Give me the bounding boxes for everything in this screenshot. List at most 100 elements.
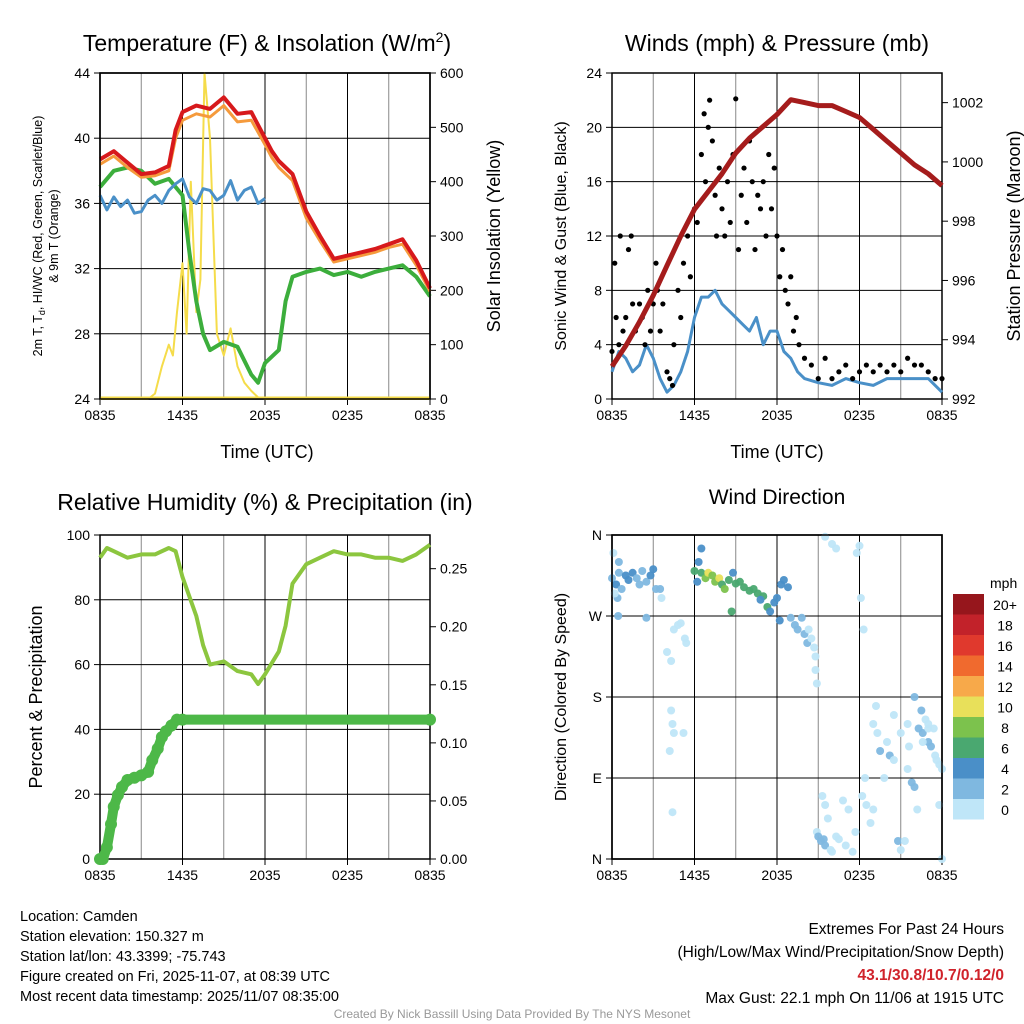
precip-point: [424, 713, 436, 726]
gust-point: [653, 260, 659, 266]
y-tick-label: 40: [74, 721, 90, 737]
series-sonic-wind: [610, 288, 944, 394]
wind-direction-point: [894, 837, 902, 845]
wind-direction-point: [913, 805, 922, 814]
x-tick-label: 0835: [596, 867, 627, 883]
plot-frame: [611, 72, 943, 400]
gust-point: [707, 97, 713, 103]
wind-direction-point: [609, 549, 618, 557]
precip-point: [105, 818, 117, 831]
panel-1: 24 28 32 36 40 44 0 100 200 300 400 500 600 0835 1435 2…: [31, 29, 504, 462]
gust-point: [675, 287, 681, 293]
precip-point: [100, 841, 113, 854]
wind-direction-point: [818, 792, 827, 800]
gust-point: [617, 233, 623, 239]
x-tick-label: 0835: [926, 867, 957, 883]
panel-2: 0 4 8 12 16 20 24 992 994 996 998 1000 1002 0835 1435 2…: [553, 30, 1024, 462]
gust-point: [771, 165, 777, 171]
gust-point: [613, 314, 619, 321]
wind-direction-point: [797, 613, 806, 622]
max-gust-text: Max Gust: 22.1 mph On 11/06 at 1915 UTC: [705, 990, 1004, 1007]
y-tick-label: E: [593, 770, 602, 786]
wind-direction-point: [724, 576, 733, 584]
gust-point: [709, 138, 715, 144]
wind-direction-point: [804, 625, 813, 634]
x-tick-label: 0835: [414, 407, 445, 423]
y2-tick-label: 0.00: [440, 851, 467, 867]
legend-swatch: [953, 758, 984, 779]
wind-direction-point: [869, 720, 878, 728]
gust-point: [757, 206, 764, 212]
y-tick-label: S: [593, 689, 602, 705]
x-tick-label: 0235: [844, 407, 875, 423]
y-tick-label: N: [592, 851, 602, 867]
wind-direction-point: [828, 847, 836, 856]
wind-direction-point: [903, 765, 912, 773]
gust-point: [642, 342, 648, 348]
gust-point: [801, 355, 808, 361]
wind-direction-point: [841, 841, 850, 850]
wind-direction-point: [839, 796, 847, 805]
wind-direction-point: [859, 625, 868, 634]
wind-direction-point: [869, 805, 878, 814]
y-tick-label: 28: [74, 326, 90, 342]
wind-direction-point: [929, 724, 938, 733]
gust-point: [620, 328, 626, 334]
wind-direction-point: [729, 568, 737, 577]
precip-point: [107, 800, 120, 813]
speed-legend: mph 20+ 18 16 14 12 10 8 6 4 2 0: [953, 575, 1017, 820]
elevation-text: Station elevation: 150.327 m: [20, 929, 204, 945]
gust-point: [755, 192, 761, 198]
wind-direction-point: [649, 565, 658, 574]
x-tick-label: 1435: [679, 867, 710, 883]
legend-label: 4: [1001, 761, 1009, 777]
wind-direction-point: [924, 720, 933, 728]
y-axis-label: Sonic Wind & Gust (Blue, Black): [553, 121, 570, 350]
gust-point: [939, 376, 945, 382]
wind-direction-point: [876, 747, 885, 755]
y2-tick-label: 100: [440, 337, 464, 353]
y2-tick-label: 200: [440, 282, 464, 298]
gust-point: [932, 376, 938, 382]
gust-point: [863, 362, 869, 368]
gust-point: [609, 348, 615, 355]
gust-point: [779, 246, 786, 253]
precip-point: [146, 754, 159, 767]
wind-direction-point: [896, 729, 905, 737]
gust-point: [738, 192, 744, 198]
gust-point: [702, 179, 709, 185]
legend-swatch: [953, 799, 984, 820]
gust-point: [766, 151, 772, 158]
y2-tick-label: 400: [440, 174, 464, 190]
wind-direction-point: [779, 576, 788, 584]
chart-title: Wind Direction: [709, 486, 846, 509]
wind-direction-point: [851, 828, 860, 836]
series-relative-humidity: [98, 543, 432, 686]
gust-point: [712, 192, 718, 198]
gust-point: [657, 328, 663, 334]
gust-point: [616, 342, 622, 348]
legend-swatch: [953, 635, 984, 656]
y-tick-label: 0: [82, 851, 90, 867]
wind-direction-point: [872, 702, 880, 710]
wind-direction-point: [784, 583, 792, 592]
y2-tick-label: 0.25: [440, 561, 467, 577]
series-dew-point: [98, 165, 432, 385]
wind-direction-point: [694, 558, 703, 566]
wind-direction-point: [612, 580, 621, 589]
wind-direction-point: [866, 819, 875, 827]
wind-direction-point: [614, 568, 623, 577]
gust-point: [905, 355, 911, 361]
y2-axis-label: Station Pressure (Maroon): [1004, 130, 1024, 341]
y2-tick-label: 992: [952, 391, 976, 407]
gust-point: [680, 260, 687, 266]
legend-label: 10: [997, 700, 1013, 716]
wind-direction-point: [883, 738, 891, 746]
y2-tick-label: 500: [440, 119, 464, 135]
wind-direction-point: [756, 595, 765, 604]
wind-direction-point: [614, 558, 623, 566]
gust-point: [667, 376, 673, 382]
wind-direction-point: [614, 612, 623, 620]
wind-direction-point: [889, 711, 898, 719]
y-axis-label: Percent & Precipitation: [26, 605, 46, 788]
